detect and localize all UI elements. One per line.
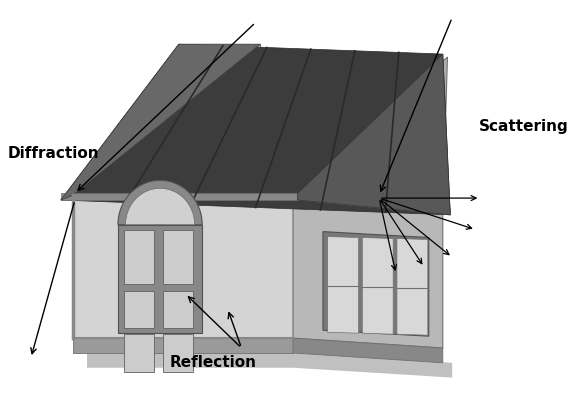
- Polygon shape: [298, 193, 450, 215]
- Polygon shape: [397, 239, 428, 335]
- Polygon shape: [73, 338, 293, 353]
- Bar: [163, 230, 193, 284]
- Polygon shape: [73, 195, 293, 338]
- Bar: [163, 291, 193, 328]
- Text: Scattering: Scattering: [479, 119, 568, 133]
- Text: Reflection: Reflection: [170, 355, 257, 370]
- Polygon shape: [293, 338, 443, 363]
- Polygon shape: [61, 44, 450, 215]
- Polygon shape: [293, 57, 448, 208]
- Polygon shape: [293, 195, 443, 348]
- Bar: [124, 334, 153, 372]
- Polygon shape: [323, 232, 429, 336]
- Bar: [163, 334, 193, 372]
- Text: Diffraction: Diffraction: [8, 146, 99, 161]
- Polygon shape: [362, 237, 393, 334]
- Bar: [124, 230, 153, 284]
- Polygon shape: [73, 44, 293, 195]
- Wedge shape: [125, 188, 195, 225]
- Polygon shape: [328, 237, 359, 333]
- Polygon shape: [87, 353, 452, 377]
- Polygon shape: [61, 193, 298, 200]
- Bar: [124, 291, 153, 328]
- Polygon shape: [298, 54, 450, 215]
- Polygon shape: [118, 225, 202, 333]
- Wedge shape: [118, 180, 202, 225]
- Polygon shape: [61, 44, 260, 200]
